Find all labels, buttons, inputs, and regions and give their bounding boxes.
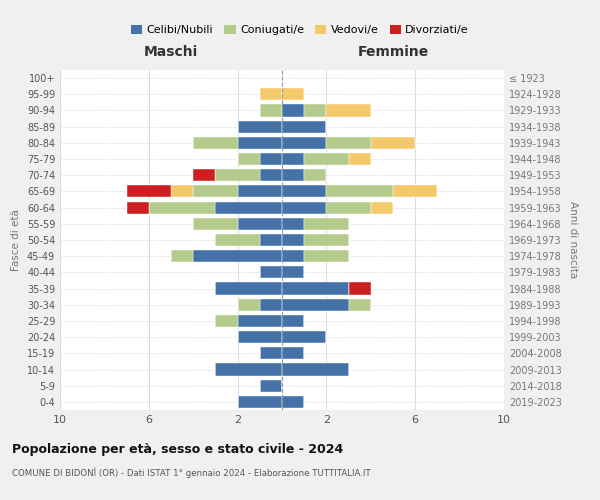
Bar <box>260 266 282 278</box>
Bar <box>282 266 304 278</box>
Bar <box>282 298 349 311</box>
Text: COMUNE DI BIDONÌ (OR) - Dati ISTAT 1° gennaio 2024 - Elaborazione TUTTITALIA.IT: COMUNE DI BIDONÌ (OR) - Dati ISTAT 1° ge… <box>12 468 371 478</box>
Bar <box>282 186 326 198</box>
Bar <box>193 218 238 230</box>
Bar <box>215 169 260 181</box>
Bar <box>215 364 282 376</box>
Bar <box>215 282 282 294</box>
Bar <box>393 186 437 198</box>
Bar <box>304 218 349 230</box>
Bar <box>326 186 393 198</box>
Bar <box>371 202 393 213</box>
Bar <box>260 104 282 117</box>
Bar <box>349 153 371 165</box>
Bar <box>193 186 238 198</box>
Bar <box>260 169 282 181</box>
Bar <box>349 282 371 294</box>
Bar <box>260 348 282 360</box>
Bar <box>304 153 349 165</box>
Bar <box>282 364 349 376</box>
Bar <box>282 88 304 101</box>
Bar <box>238 396 282 408</box>
Bar <box>282 250 304 262</box>
Bar <box>171 186 193 198</box>
Bar <box>215 315 238 327</box>
Bar <box>260 234 282 246</box>
Text: Popolazione per età, sesso e stato civile - 2024: Popolazione per età, sesso e stato civil… <box>12 442 343 456</box>
Bar <box>127 202 149 213</box>
Bar <box>215 234 260 246</box>
Bar <box>282 331 326 343</box>
Bar <box>282 153 304 165</box>
Bar <box>326 137 371 149</box>
Bar <box>193 169 215 181</box>
Bar <box>282 282 349 294</box>
Bar <box>282 348 304 360</box>
Y-axis label: Fasce di età: Fasce di età <box>11 209 21 271</box>
Bar <box>304 104 326 117</box>
Bar <box>238 315 282 327</box>
Bar <box>326 104 371 117</box>
Bar <box>238 186 282 198</box>
Bar <box>304 169 326 181</box>
Bar <box>282 104 304 117</box>
Bar <box>238 331 282 343</box>
Bar <box>238 120 282 132</box>
Bar <box>260 380 282 392</box>
Bar <box>149 202 215 213</box>
Bar <box>260 153 282 165</box>
Bar <box>215 202 282 213</box>
Bar <box>127 186 171 198</box>
Bar <box>238 137 282 149</box>
Text: Maschi: Maschi <box>144 44 198 59</box>
Legend: Celibi/Nubili, Coniugati/e, Vedovi/e, Divorziati/e: Celibi/Nubili, Coniugati/e, Vedovi/e, Di… <box>129 22 471 38</box>
Bar <box>282 218 304 230</box>
Bar <box>304 234 349 246</box>
Bar <box>304 250 349 262</box>
Bar <box>171 250 193 262</box>
Bar <box>371 137 415 149</box>
Text: Femmine: Femmine <box>358 44 428 59</box>
Bar <box>326 202 371 213</box>
Bar <box>349 298 371 311</box>
Bar <box>238 218 282 230</box>
Bar <box>282 137 326 149</box>
Y-axis label: Anni di nascita: Anni di nascita <box>568 202 578 278</box>
Bar <box>282 315 304 327</box>
Bar <box>260 88 282 101</box>
Bar <box>238 298 260 311</box>
Bar <box>193 250 282 262</box>
Bar <box>282 396 304 408</box>
Bar <box>282 234 304 246</box>
Bar <box>260 298 282 311</box>
Bar <box>238 153 260 165</box>
Bar <box>282 202 326 213</box>
Bar <box>282 169 304 181</box>
Bar <box>193 137 238 149</box>
Bar <box>282 120 326 132</box>
